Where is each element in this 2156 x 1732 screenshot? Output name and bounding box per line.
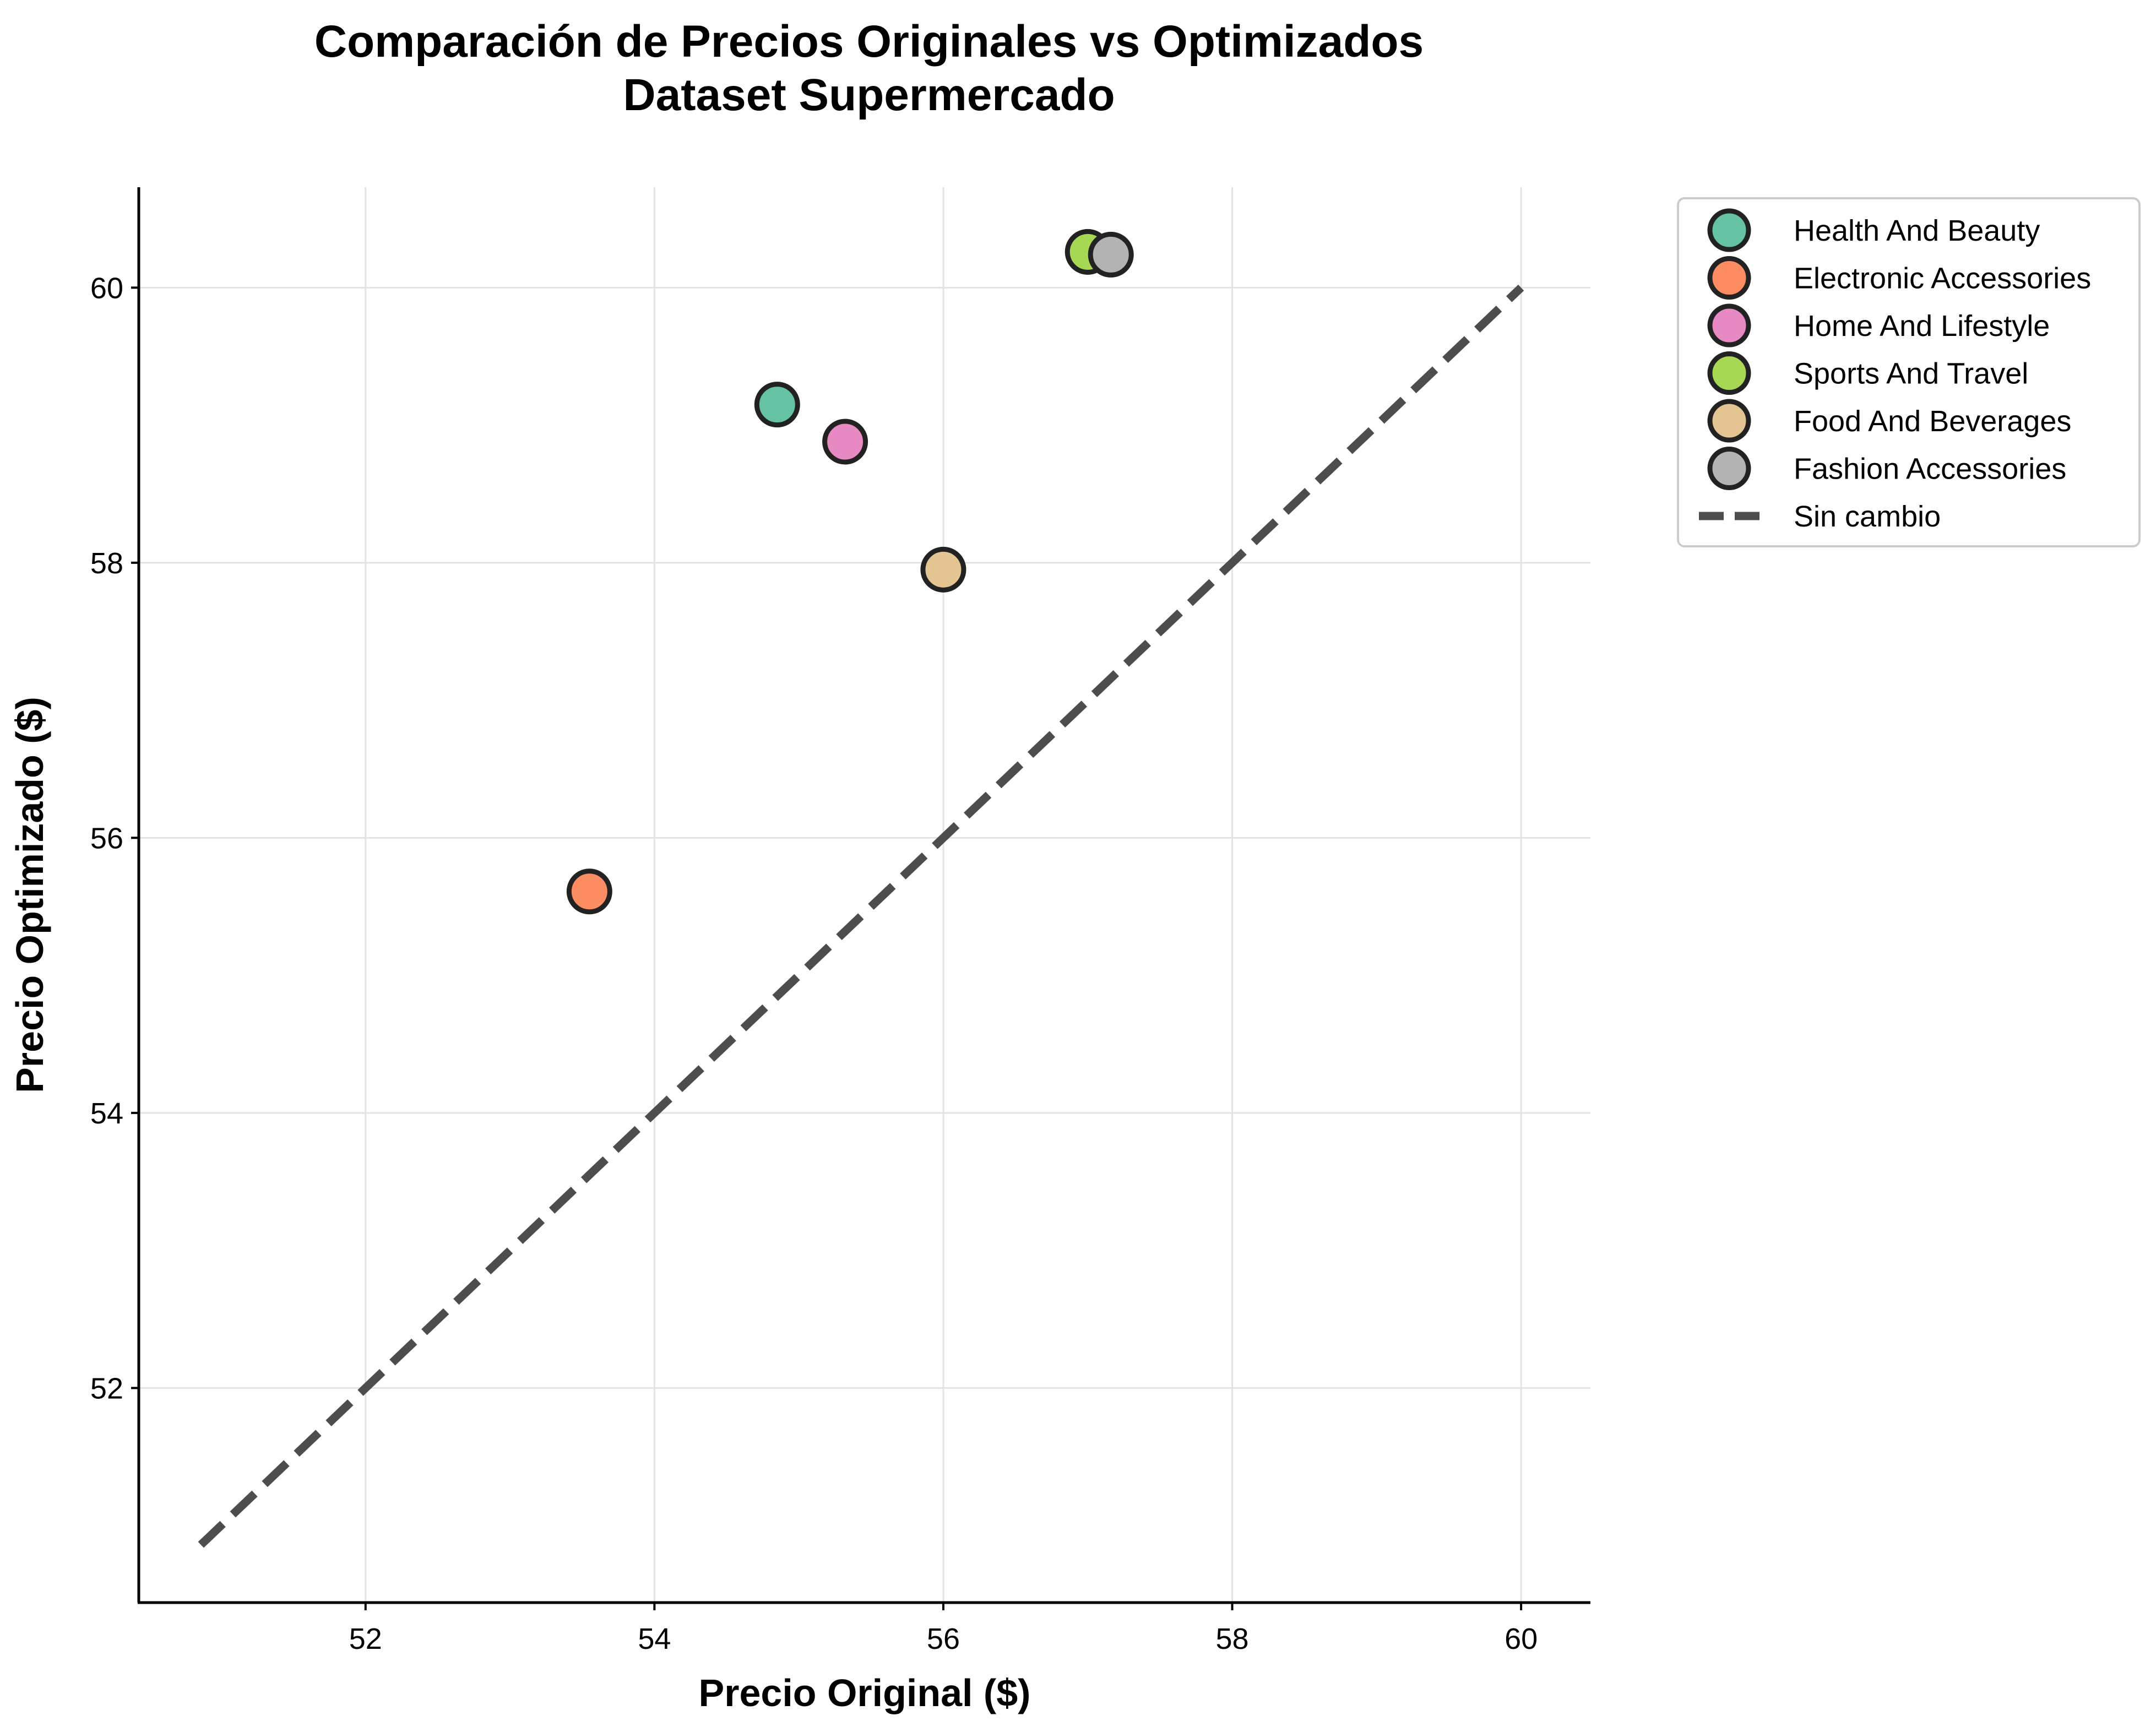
- no-change-reference-line: [198, 284, 1524, 1548]
- legend-marker: [1707, 208, 1751, 252]
- grid-lines: [139, 187, 1590, 1603]
- data-point-home-and-lifestyle: [822, 419, 868, 465]
- y-tick-label: 54: [90, 1097, 123, 1130]
- legend-label: Sports And Travel: [1794, 357, 2028, 390]
- y-tick-label: 52: [90, 1372, 123, 1405]
- legend-label: Food And Beverages: [1794, 405, 2071, 438]
- legend-label: Electronic Accessories: [1794, 262, 2091, 295]
- data-point-electronic-accessories: [566, 868, 612, 915]
- legend-label: Sin cambio: [1794, 500, 1941, 533]
- y-axis-ticks: 52 54 56 58 60: [90, 272, 139, 1405]
- legend-label: Health And Beauty: [1794, 214, 2040, 247]
- legend-items: Health And Beauty Electronic Accessories H…: [1699, 208, 2091, 533]
- y-tick-label: 58: [90, 547, 123, 580]
- data-point-health-and-beauty: [754, 382, 800, 428]
- y-axis-label: Precio Optimizado ($): [8, 697, 51, 1093]
- legend-label: Home And Lifestyle: [1794, 310, 2050, 343]
- x-tick-label: 58: [1215, 1622, 1248, 1655]
- data-point-fashion-accessories: [1088, 231, 1134, 278]
- chart-title-line-1: Comparación de Precios Originales vs Opt…: [314, 17, 1424, 67]
- y-tick-label: 60: [90, 272, 123, 305]
- data-point-food-and-beverages: [920, 546, 966, 593]
- legend-frame: [1677, 197, 2141, 547]
- reference-line-layer: [198, 284, 1524, 1548]
- y-tick-label: 56: [90, 822, 123, 855]
- x-tick-label: 60: [1505, 1622, 1538, 1655]
- legend-marker: [1707, 399, 1751, 443]
- legend-marker: [1707, 351, 1751, 395]
- x-tick-label: 52: [349, 1622, 382, 1655]
- x-axis-label: Precio Original ($): [699, 1671, 1031, 1714]
- x-tick-label: 56: [927, 1622, 960, 1655]
- legend-marker: [1707, 303, 1751, 348]
- legend-label: Fashion Accessories: [1794, 453, 2066, 486]
- legend-marker: [1707, 447, 1751, 490]
- legend-marker: [1707, 256, 1751, 300]
- x-tick-label: 54: [638, 1622, 671, 1655]
- chart-title-line-2: Dataset Supermercado: [623, 70, 1115, 120]
- data-points: [566, 229, 1134, 915]
- axes: [137, 187, 1590, 1604]
- legend: Health And Beauty Electronic Accessories H…: [1677, 197, 2141, 547]
- x-axis-ticks: 52 54 56 58 60: [349, 1603, 1538, 1655]
